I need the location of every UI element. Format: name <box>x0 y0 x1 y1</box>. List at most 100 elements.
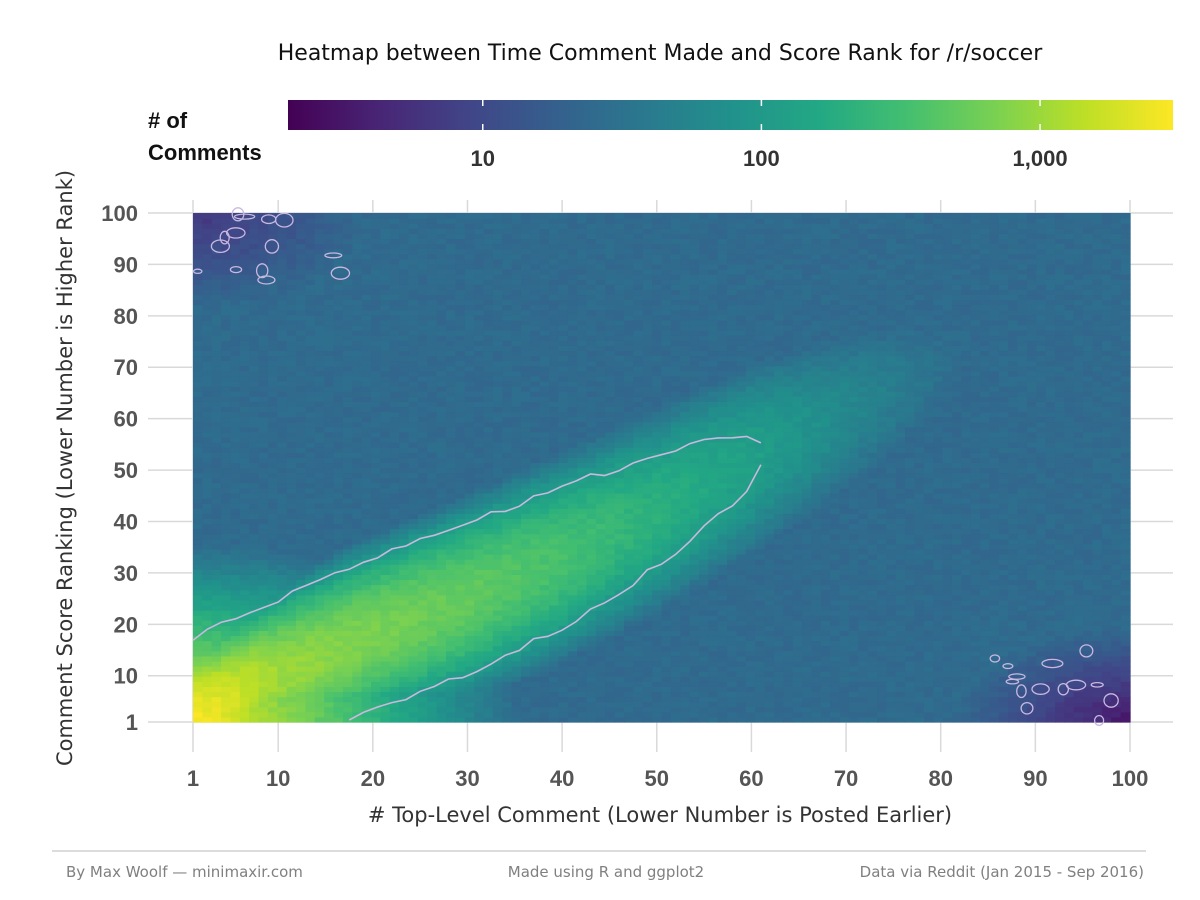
heatmap-cell <box>427 681 438 687</box>
heatmap-cell <box>511 355 522 362</box>
heatmap-cell <box>492 457 503 464</box>
heatmap-cell <box>530 213 541 219</box>
heatmap-cell <box>483 610 494 616</box>
heatmap-cell <box>342 284 353 290</box>
heatmap-cell <box>352 416 363 423</box>
heatmap-cell <box>277 447 288 453</box>
heatmap-cell <box>624 645 634 652</box>
heatmap-cell <box>239 625 250 631</box>
heatmap-cell <box>389 492 400 499</box>
heatmap-cell <box>277 630 288 637</box>
heatmap-cell <box>258 258 269 265</box>
heatmap-cell <box>389 330 400 336</box>
heatmap-cell <box>230 238 241 245</box>
heatmap-cell <box>445 330 456 336</box>
heatmap-cell <box>530 406 541 413</box>
heatmap-cell <box>586 548 597 555</box>
heatmap-cell <box>408 223 419 229</box>
heatmap-cell <box>502 263 513 270</box>
heatmap-cell <box>286 380 297 387</box>
heatmap-cell <box>352 457 363 464</box>
heatmap-cell <box>474 253 485 260</box>
heatmap-cell <box>558 589 569 596</box>
heatmap-cell <box>624 660 634 667</box>
heatmap-cell <box>605 691 616 698</box>
heatmap-cell <box>492 594 503 601</box>
heatmap-cell <box>436 706 447 713</box>
heatmap-cell <box>455 467 466 474</box>
heatmap-cell <box>314 263 325 270</box>
heatmap-cell <box>614 228 625 234</box>
heatmap-cell <box>539 380 550 387</box>
heatmap-cell <box>511 431 522 438</box>
heatmap-cell <box>361 554 372 560</box>
heatmap-cell <box>239 630 250 637</box>
heatmap-cell <box>633 594 644 601</box>
heatmap-cell <box>642 391 653 397</box>
heatmap-cell <box>520 457 531 464</box>
heatmap-cell <box>249 253 260 260</box>
heatmap-cell <box>605 660 616 667</box>
heatmap-cell <box>371 442 381 448</box>
heatmap-cell <box>193 335 203 341</box>
heatmap-cell <box>230 406 241 413</box>
heatmap-cell <box>427 457 438 464</box>
heatmap-cell <box>633 655 644 662</box>
heatmap-cell <box>333 350 344 357</box>
heatmap-cell <box>652 431 663 438</box>
heatmap-cell <box>389 716 400 723</box>
heatmap-cell <box>380 681 391 687</box>
heatmap-cell <box>267 386 278 392</box>
heatmap-cell <box>511 492 522 499</box>
heatmap-cell <box>230 411 241 418</box>
heatmap-cell <box>296 330 307 336</box>
heatmap-cell <box>286 472 297 479</box>
heatmap-cell <box>539 518 550 525</box>
heatmap-cell <box>605 518 616 525</box>
heatmap-cell <box>474 426 485 433</box>
heatmap-cell <box>417 457 428 464</box>
heatmap-cell <box>277 238 288 245</box>
heatmap-cell <box>539 691 550 698</box>
heatmap-cell <box>614 355 625 362</box>
heatmap-cell <box>530 268 541 275</box>
heatmap-cell <box>614 625 625 631</box>
heatmap-cell <box>258 696 269 703</box>
heatmap-cell <box>652 513 663 519</box>
heatmap-cell <box>324 711 335 718</box>
heatmap-cell <box>371 599 381 606</box>
heatmap-cell <box>614 431 625 438</box>
heatmap-cell <box>296 335 307 341</box>
heatmap-cell <box>352 554 363 560</box>
heatmap-cell <box>249 482 260 489</box>
heatmap-cell <box>352 625 363 631</box>
heatmap-cell <box>249 630 260 637</box>
heatmap-cell <box>267 610 278 616</box>
heatmap-cell <box>605 416 616 423</box>
heatmap-cell <box>324 579 335 586</box>
heatmap-cell <box>520 396 531 402</box>
heatmap-cell <box>417 569 428 575</box>
heatmap-cell <box>417 599 428 606</box>
heatmap-cell <box>324 457 335 464</box>
heatmap-cell <box>652 554 663 560</box>
heatmap-cell <box>586 457 597 464</box>
heatmap-cell <box>633 492 644 499</box>
heatmap-cell <box>211 625 222 631</box>
heatmap-cell <box>408 569 419 575</box>
heatmap-cell <box>511 498 522 504</box>
heatmap-cell <box>520 436 531 443</box>
heatmap-cell <box>520 666 531 672</box>
heatmap-cell <box>436 345 447 352</box>
heatmap-cell <box>277 411 288 418</box>
heatmap-cell <box>492 574 503 581</box>
heatmap-cell <box>427 711 438 718</box>
heatmap-cell <box>408 492 419 499</box>
heatmap-cell <box>464 258 475 265</box>
heatmap-cell <box>633 559 644 565</box>
heatmap-cell <box>624 569 634 575</box>
heatmap-cell <box>633 477 644 484</box>
heatmap-cell <box>239 238 250 245</box>
heatmap-cell <box>624 370 634 377</box>
heatmap-cell <box>445 706 456 713</box>
